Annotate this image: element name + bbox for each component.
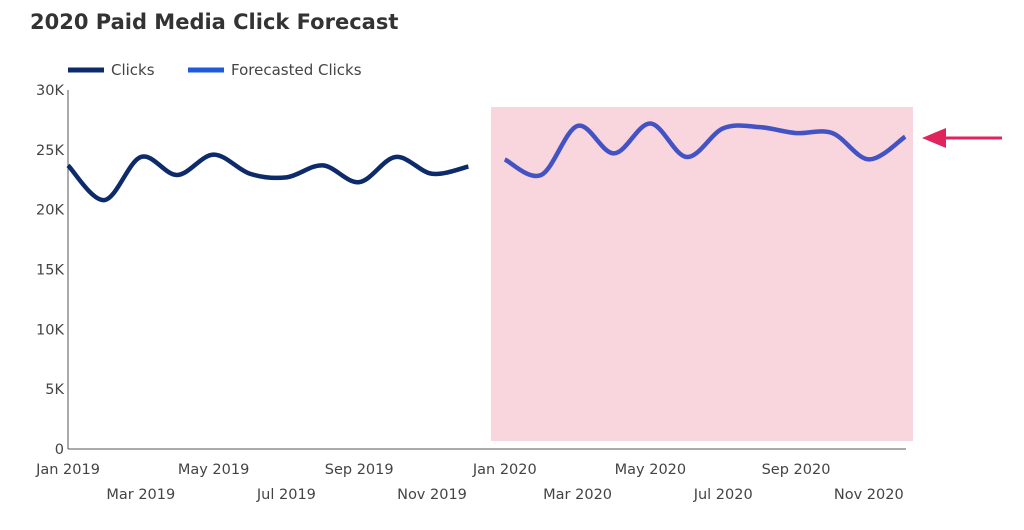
y-tick-label: 15K — [36, 263, 64, 279]
x-tick-label: Mar 2019 — [106, 487, 175, 503]
x-tick-label: Jul 2019 — [256, 487, 316, 503]
x-tick-label: Mar 2020 — [543, 487, 612, 503]
chart-title: 2020 Paid Media Click Forecast — [30, 10, 399, 34]
series-line-forecasted-clicks — [503, 121, 907, 179]
x-tick-label: Jul 2020 — [693, 487, 753, 503]
y-tick-label: 30K — [36, 83, 64, 99]
x-tick-label: May 2020 — [615, 462, 687, 478]
y-tick-label: 10K — [36, 322, 64, 338]
y-tick-label: 25K — [36, 143, 64, 159]
legend-label: Clicks — [111, 61, 155, 79]
legend-label: Forecasted Clicks — [231, 61, 362, 79]
x-tick-label: Jan 2020 — [472, 462, 537, 478]
y-tick-label: 5K — [45, 382, 64, 398]
x-tick-label: May 2019 — [178, 462, 250, 478]
y-tick-label: 0 — [55, 442, 64, 458]
x-tick-label: Jan 2019 — [35, 462, 100, 478]
x-tick-label: Nov 2019 — [397, 487, 467, 503]
x-tick-label: Nov 2020 — [834, 487, 904, 503]
y-tick-label: 20K — [36, 203, 64, 219]
forecast-highlight-region — [491, 107, 913, 441]
arrow-left-icon — [922, 128, 946, 148]
x-tick-label: Sep 2019 — [325, 462, 394, 478]
x-tick-label: Sep 2020 — [762, 462, 831, 478]
series-line-clicks — [66, 152, 469, 203]
